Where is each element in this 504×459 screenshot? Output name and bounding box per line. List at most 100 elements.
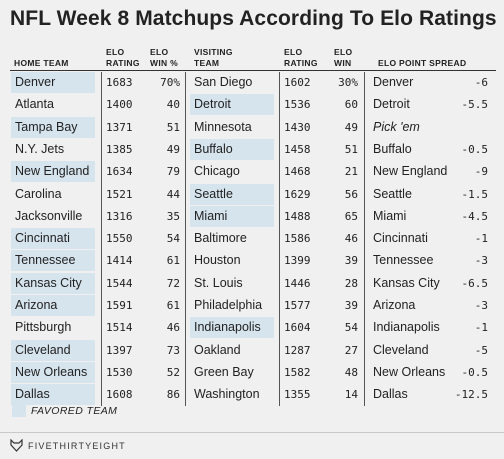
visit-win-cell: 49	[344, 120, 358, 134]
home-elo-cell: 1385	[106, 142, 133, 156]
header-home-team: HOME TEAM	[14, 58, 69, 69]
table-row: New Orleans 1530 52 Green Bay 1582 48 New Orle…	[0, 361, 504, 383]
home-win-cell: 61	[166, 299, 180, 312]
home-elo-cell: 1591	[106, 299, 133, 312]
visiting-team-cell: Washington	[194, 387, 260, 402]
visiting-team-cell: Oakland	[194, 342, 241, 357]
visiting-team-cell: Baltimore	[194, 231, 247, 246]
visit-elo-cell: 1577	[284, 299, 311, 312]
visit-win-cell: 39	[344, 254, 358, 268]
home-elo-cell: 1397	[106, 343, 133, 357]
home-name-separator	[101, 72, 102, 406]
home-team-cell: Carolina	[15, 186, 62, 201]
visit-elo-cell: 1602	[284, 76, 311, 89]
table-row: Pittsburgh 1514 46 Indianapolis 1604 54 Indian…	[0, 317, 504, 339]
visiting-team-cell: Seattle	[190, 183, 274, 205]
home-elo-cell: 1608	[106, 388, 133, 402]
header-visiting-line2: TEAM	[194, 58, 220, 68]
table-row: Cincinnati 1550 54 Baltimore 1586 46 Cincinnat…	[0, 228, 504, 250]
visit-elo-cell: 1446	[284, 276, 311, 290]
home-team-cell: Cincinnati	[11, 228, 95, 250]
home-team-cell: Kansas City	[11, 272, 95, 294]
home-block-separator	[185, 72, 186, 406]
home-team-cell: New Orleans	[11, 361, 95, 383]
visit-elo-cell: 1604	[284, 321, 311, 335]
home-elo-cell: 1530	[106, 365, 133, 379]
spread-value-cell: -3	[474, 254, 488, 268]
home-elo-cell: 1521	[106, 187, 133, 201]
spread-team-cell: Miami	[373, 208, 407, 223]
table-row: Cleveland 1397 73 Oakland 1287 27 Cleveland -5	[0, 339, 504, 361]
home-elo-cell: 1550	[106, 232, 133, 246]
spread-value-cell: -3	[474, 299, 488, 312]
spread-value-cell: -1	[474, 232, 488, 246]
home-win-cell: 72	[166, 276, 180, 290]
header-visiting-line1: VISITING	[194, 47, 233, 57]
visit-win-cell: 21	[344, 165, 358, 179]
header-visit-win: ELO WIN	[334, 47, 352, 69]
visit-win-cell: 56	[344, 187, 358, 201]
home-win-cell: 46	[166, 321, 180, 335]
spread-team-cell: Dallas	[373, 387, 408, 402]
visit-win-cell: 28	[344, 276, 358, 290]
visit-elo-cell: 1488	[284, 209, 311, 223]
visit-elo-cell: 1586	[284, 232, 311, 246]
home-win-cell: 49	[166, 142, 180, 156]
home-elo-cell: 1400	[106, 98, 133, 112]
header-home-elo-line2: RATING	[106, 58, 140, 68]
visiting-team-cell: Miami	[190, 205, 274, 227]
spread-value-cell: -6	[474, 76, 488, 89]
visit-win-cell: 48	[344, 365, 358, 379]
fivethirtyeight-fox-icon	[10, 439, 23, 452]
header-spread: ELO POINT SPREAD	[378, 58, 466, 69]
table-row: Tampa Bay 1371 51 Minnesota 1430 49 Pick 'em	[0, 116, 504, 138]
visit-elo-cell: 1430	[284, 120, 311, 134]
home-elo-cell: 1544	[106, 276, 133, 290]
home-win-cell: 54	[166, 232, 180, 246]
home-elo-cell: 1514	[106, 321, 133, 335]
home-team-cell: Denver	[11, 72, 95, 93]
visit-elo-cell: 1458	[284, 142, 311, 156]
home-team-cell: Jacksonville	[15, 208, 83, 223]
spread-value-cell	[450, 117, 488, 138]
home-team-cell: Atlanta	[15, 97, 54, 112]
visit-elo-cell: 1287	[284, 343, 311, 357]
table-row: Denver 1683 70% San Diego 1602 30% Denver -6	[0, 72, 504, 93]
spread-value-cell: -5	[474, 343, 488, 357]
table-row: N.Y. Jets 1385 49 Buffalo 1458 51 Buffalo -0.5	[0, 138, 504, 160]
spread-value-cell: -6.5	[461, 276, 489, 290]
home-elo-cell: 1683	[106, 76, 133, 89]
visit-name-separator	[279, 72, 280, 406]
table-row: Tennessee 1414 61 Houston 1399 39 Tennessee -3	[0, 250, 504, 272]
brand-name: FIVETHIRTYEIGHT	[28, 441, 126, 451]
spread-team-cell: Tennessee	[373, 253, 434, 268]
visiting-team-cell: Houston	[194, 253, 241, 268]
header-home-team-label: HOME TEAM	[14, 58, 69, 68]
table-row: New England 1634 79 Chicago 1468 21 New Englan…	[0, 161, 504, 183]
spread-value-cell: -1	[474, 321, 488, 335]
home-win-cell: 35	[166, 209, 180, 223]
home-team-cell: Cleveland	[11, 339, 95, 361]
table-row: Kansas City 1544 72 St. Louis 1446 28 Kansas C…	[0, 272, 504, 294]
table-row: Dallas 1608 86 Washington 1355 14 Dallas -12.5	[0, 384, 504, 406]
home-win-cell: 73	[166, 343, 180, 357]
home-win-cell: 70%	[160, 76, 180, 89]
home-team-cell: Tennessee	[11, 250, 95, 272]
header-home-win-line1: ELO	[150, 47, 169, 57]
visiting-team-cell: Minnesota	[194, 119, 252, 134]
spread-team-cell: Buffalo	[373, 141, 412, 156]
header-visit-win-line2: WIN	[334, 58, 352, 68]
spread-value-cell: -0.5	[461, 142, 489, 156]
spread-team-cell: Kansas City	[373, 275, 440, 290]
visit-win-cell: 51	[344, 142, 358, 156]
header-visit-elo: ELO RATING	[284, 47, 318, 69]
table-row: Carolina 1521 44 Seattle 1629 56 Seattle -1.5	[0, 183, 504, 205]
home-team-cell: Dallas	[11, 384, 95, 406]
home-win-cell: 52	[166, 365, 180, 379]
home-elo-cell: 1634	[106, 165, 133, 179]
table-row: Arizona 1591 61 Philadelphia 1577 39 Arizona -3	[0, 295, 504, 316]
header-visit-elo-line2: RATING	[284, 58, 318, 68]
visit-win-cell: 30%	[338, 76, 358, 89]
spread-value-cell: -9	[474, 165, 488, 179]
home-win-cell: 51	[166, 120, 180, 134]
